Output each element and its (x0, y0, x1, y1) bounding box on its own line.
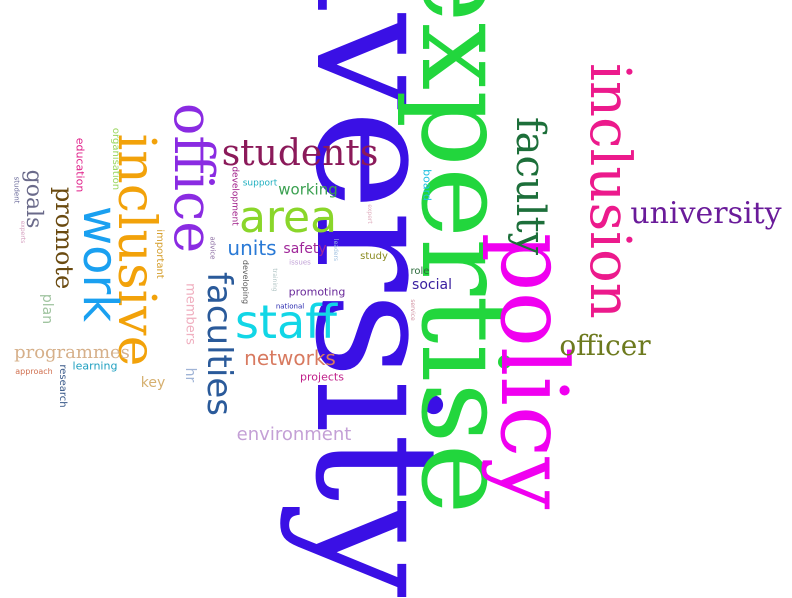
word-programmes: programmes (14, 342, 130, 363)
word-issues: issues (289, 258, 311, 267)
word-students: students (221, 133, 379, 174)
word-area: area (238, 192, 338, 243)
word-safety: safety (283, 241, 327, 257)
word-development: development (229, 166, 240, 226)
word-university: university (630, 196, 782, 231)
word-officer: officer (559, 329, 651, 362)
word-plan: plan (39, 293, 55, 325)
word-policy: policy (480, 232, 587, 510)
word-staff: staff (235, 295, 337, 349)
word-networks: networks (244, 346, 336, 370)
word-support: support (242, 178, 278, 189)
word-approach: approach (15, 367, 53, 376)
word-role: role (410, 266, 430, 277)
word-leaders: leaders (332, 238, 339, 262)
word-promote: promote (50, 186, 78, 290)
word-board: board (420, 169, 434, 201)
word-training: training (271, 268, 278, 292)
word-members: members (182, 283, 198, 345)
word-organisation: organisation (110, 127, 121, 191)
word-study: study (360, 251, 388, 262)
word-inclusion: inclusion (577, 63, 642, 319)
word-environment: environment (236, 424, 352, 445)
word-goals: goals (21, 169, 46, 229)
word-promoting: promoting (288, 285, 346, 299)
word-key: key (140, 375, 166, 391)
word-important: important (154, 229, 165, 279)
word-research: research (57, 364, 68, 408)
word-cloud: diversity expertise policy inclusion uni… (12, 0, 782, 598)
word-social: social (412, 277, 452, 293)
word-projects: projects (300, 370, 344, 384)
word-service: service (409, 299, 416, 321)
word-expert: expert (366, 204, 373, 224)
word-faculty: faculty (507, 116, 553, 256)
word-experts: experts (19, 220, 26, 244)
word-learning: learning (72, 359, 118, 373)
word-faculties: faculties (199, 272, 239, 416)
word-student: student (12, 176, 21, 204)
word-work: work (72, 205, 128, 323)
word-advice: advice (208, 236, 217, 260)
word-working: working (278, 180, 338, 199)
word-national: national (275, 302, 305, 311)
word-developing: developing (241, 259, 250, 305)
word-education: education (73, 137, 87, 193)
word-hr: hr (182, 367, 198, 383)
word-units: units (227, 236, 277, 260)
word-office: office (162, 102, 225, 254)
